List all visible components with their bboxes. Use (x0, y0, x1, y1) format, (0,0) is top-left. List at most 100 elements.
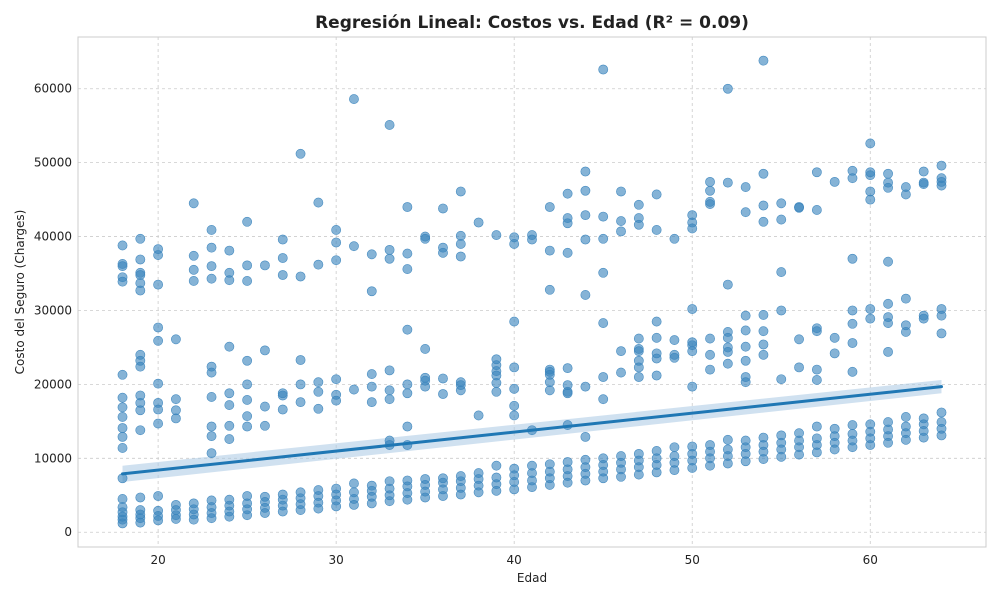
data-point (349, 94, 359, 104)
data-point (242, 411, 253, 422)
data-point (117, 392, 128, 403)
data-point (366, 249, 377, 260)
data-point (402, 421, 413, 432)
y-tick-label: 60000 (34, 82, 72, 96)
data-point (491, 472, 502, 483)
data-point (794, 334, 804, 345)
data-point (740, 355, 751, 366)
data-point (117, 272, 128, 283)
data-point (224, 388, 235, 399)
data-point (562, 213, 573, 223)
y-axis-label: Costo del Seguro (Charges) (13, 210, 27, 375)
data-point (651, 446, 662, 456)
data-point (135, 267, 146, 278)
data-point (829, 176, 840, 187)
data-point (687, 210, 698, 221)
data-point (188, 276, 199, 286)
data-point (277, 404, 288, 415)
data-point (705, 349, 715, 360)
data-point (758, 432, 769, 443)
data-point (883, 177, 893, 188)
data-point (153, 505, 164, 516)
data-point (633, 344, 644, 354)
data-point (331, 237, 342, 248)
data-point (598, 394, 609, 405)
data-point (811, 323, 822, 334)
data-point (206, 242, 217, 253)
data-point (562, 247, 573, 258)
data-point (491, 460, 502, 471)
data-point (313, 403, 324, 414)
data-point (509, 232, 520, 243)
data-point (918, 166, 929, 177)
data-point (651, 225, 662, 235)
data-point (722, 342, 733, 353)
data-point (135, 390, 146, 401)
data-point (847, 420, 858, 430)
data-point (277, 253, 288, 263)
data-point (580, 290, 591, 300)
data-point (598, 318, 609, 328)
data-point (455, 471, 466, 481)
data-point (794, 202, 804, 212)
data-point (651, 332, 662, 343)
data-point (117, 423, 128, 433)
data-point (153, 244, 164, 255)
data-point (740, 182, 751, 192)
data-point (811, 364, 822, 375)
data-point (242, 379, 253, 390)
data-point (509, 383, 520, 394)
data-point (242, 355, 253, 366)
data-point (295, 397, 306, 408)
x-tick-label: 20 (150, 553, 165, 567)
data-point (633, 372, 644, 382)
data-point (598, 64, 609, 75)
y-tick-label: 40000 (34, 230, 72, 244)
data-point (224, 434, 235, 444)
data-point (598, 267, 609, 278)
data-point (776, 374, 787, 385)
data-point (438, 373, 448, 384)
data-point (651, 370, 662, 381)
data-point (544, 284, 555, 295)
data-point (865, 313, 876, 324)
data-point (206, 225, 217, 235)
data-point (811, 375, 822, 385)
data-point (135, 278, 146, 289)
data-point (135, 233, 146, 244)
data-point (491, 230, 502, 240)
data-point (384, 120, 395, 130)
data-point (384, 244, 395, 255)
data-point (509, 316, 520, 327)
data-point (242, 276, 253, 286)
data-point (455, 230, 466, 241)
data-point (366, 369, 377, 379)
data-point (847, 429, 858, 439)
data-point (758, 200, 769, 211)
data-point (580, 234, 591, 245)
data-point (224, 400, 235, 410)
data-point (687, 381, 698, 392)
data-point (598, 211, 609, 222)
data-point (153, 279, 164, 290)
data-point (224, 420, 235, 431)
data-point (135, 505, 146, 515)
data-point (402, 475, 413, 486)
data-point (117, 412, 128, 422)
data-point (687, 337, 698, 348)
data-point (349, 241, 359, 252)
data-point (153, 322, 164, 333)
data-point (420, 372, 431, 383)
data-point (313, 377, 324, 388)
data-point (509, 400, 520, 411)
data-point (402, 202, 413, 212)
data-point (349, 487, 359, 498)
data-point (722, 327, 733, 337)
data-point (776, 305, 787, 316)
data-point (900, 293, 911, 304)
data-point (260, 260, 270, 271)
data-point (277, 234, 288, 245)
data-point (384, 385, 395, 396)
data-point (313, 259, 324, 270)
data-point (883, 168, 893, 179)
